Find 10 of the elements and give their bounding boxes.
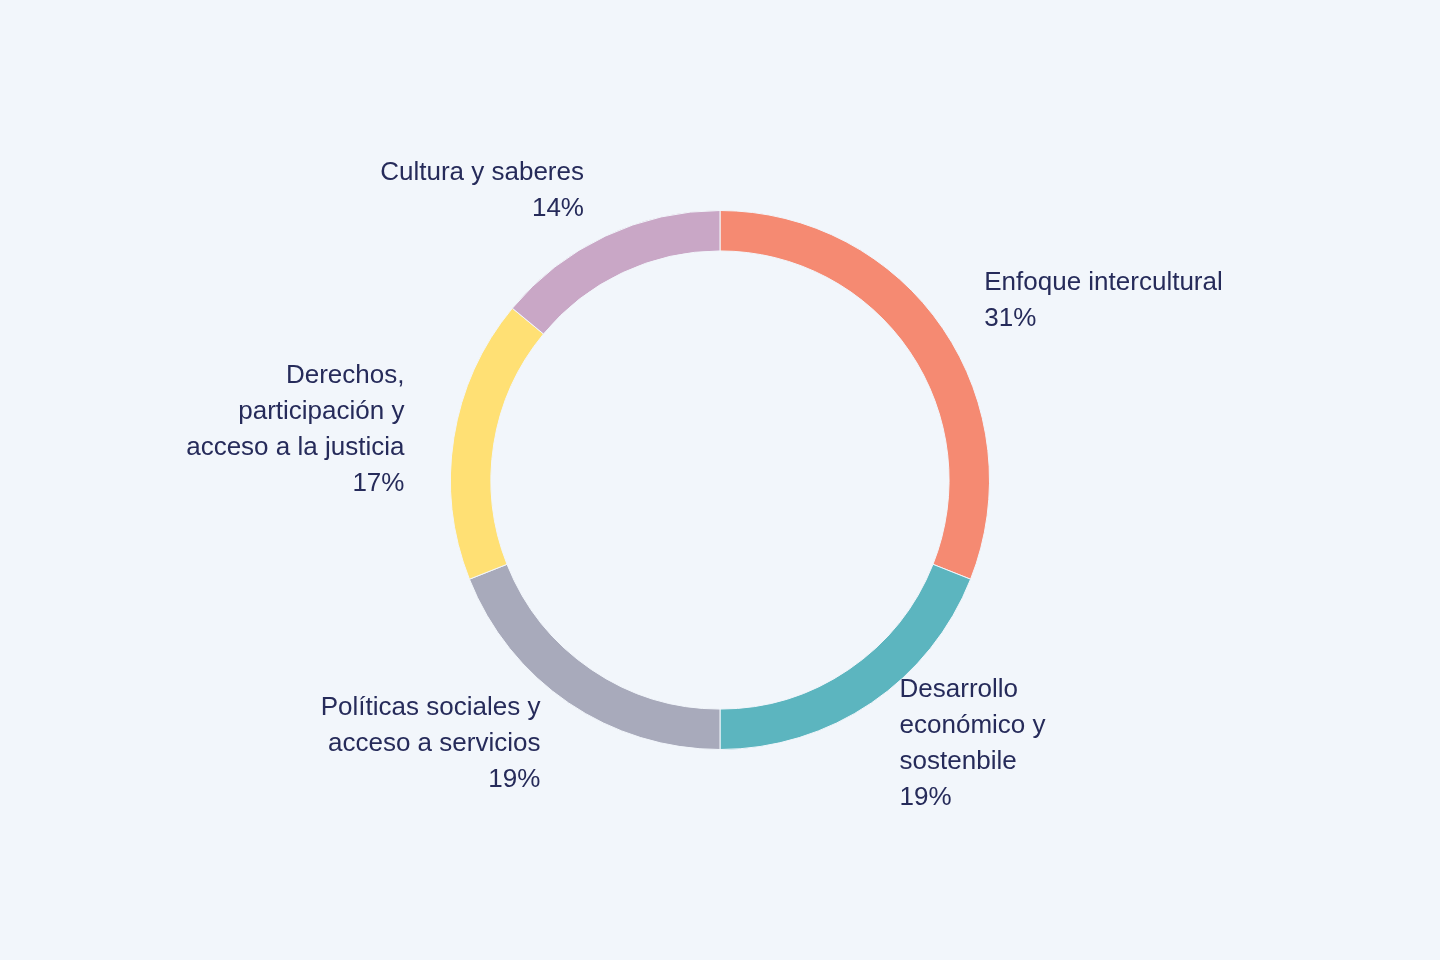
data-label: 14% <box>531 192 584 223</box>
slice-label: Políticas sociales y acceso a servicios <box>320 691 541 758</box>
data-label: 19% <box>488 763 541 794</box>
slice-label: Derechos, participación y acceso a la justicia <box>186 359 405 462</box>
data-label: 19% <box>899 781 952 812</box>
data-label: 17% <box>352 467 405 498</box>
data-label: 31% <box>984 301 1037 332</box>
slice-label: Cultura y saberes <box>380 156 584 187</box>
slice-label: Desarrollo económico y sostenbile <box>899 673 1046 776</box>
slice-label: Enfoque intercultural <box>984 265 1223 296</box>
